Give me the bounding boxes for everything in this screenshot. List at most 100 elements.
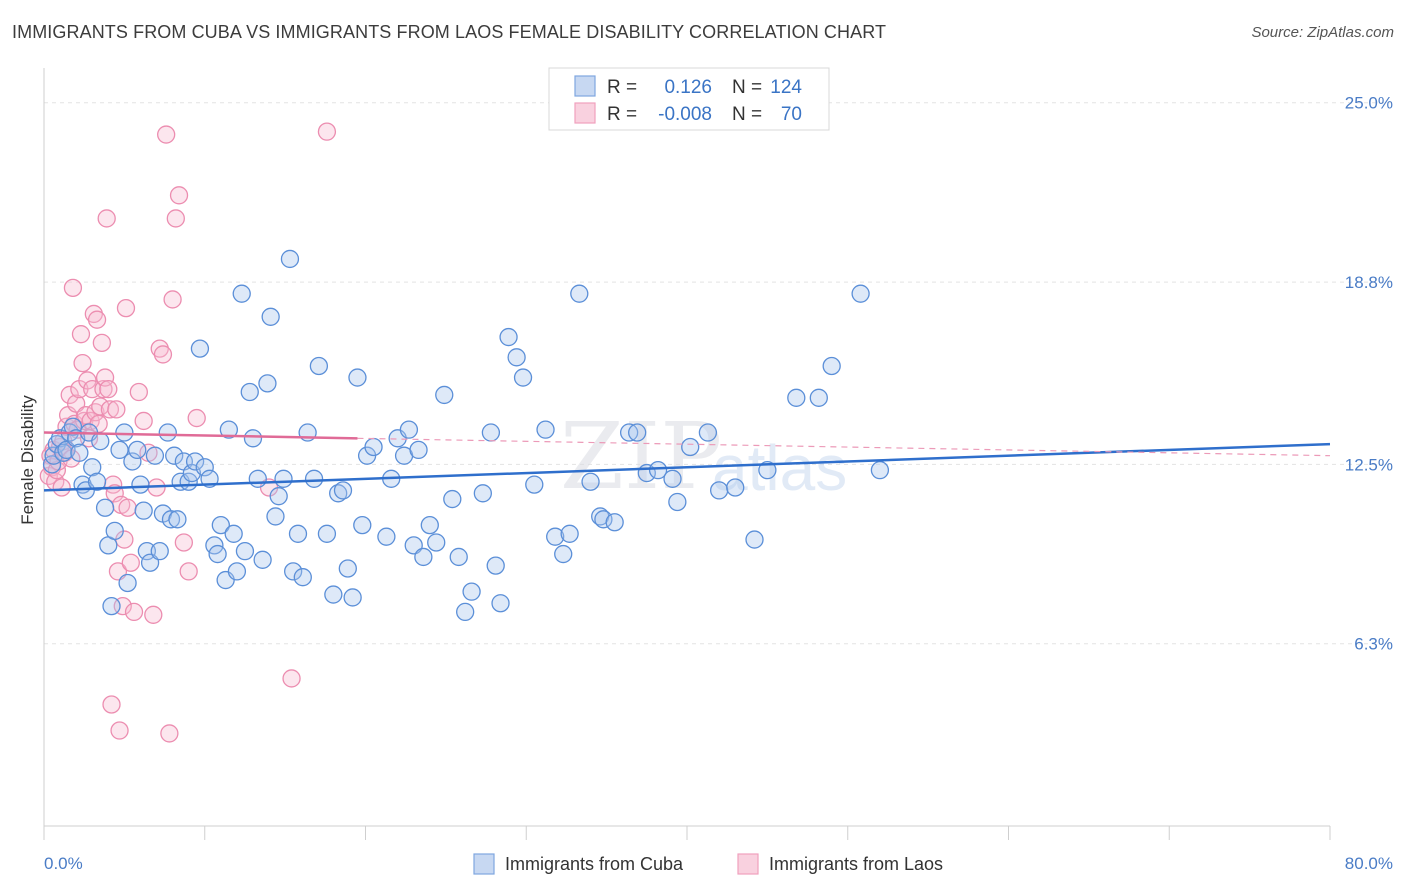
legend-r-value-laos: -0.008 <box>658 104 712 125</box>
point-cuba <box>304 469 324 488</box>
point-cuba <box>280 249 300 269</box>
point-cuba <box>128 440 147 460</box>
point-cuba <box>499 327 518 347</box>
point-cuba <box>83 458 102 477</box>
point-cuba <box>851 284 870 303</box>
point-cuba <box>261 307 280 326</box>
point-cuba <box>809 388 828 407</box>
point-laos <box>160 724 179 743</box>
point-cuba <box>628 423 647 442</box>
point-cuba <box>195 458 214 477</box>
point-cuba <box>554 544 573 564</box>
point-cuba <box>258 374 277 393</box>
point-cuba <box>668 492 687 512</box>
point-cuba <box>288 524 308 543</box>
point-laos <box>163 290 182 309</box>
point-cuba <box>269 487 288 506</box>
point-cuba <box>420 515 439 535</box>
point-cuba <box>87 472 107 491</box>
point-cuba <box>581 472 600 491</box>
point-cuba <box>134 501 153 520</box>
point-laos <box>144 605 163 624</box>
legend-n-label-laos: N = <box>732 104 762 125</box>
point-laos <box>157 125 176 144</box>
point-cuba <box>266 507 285 526</box>
trend-line-laos <box>43 431 358 440</box>
point-cuba <box>605 513 624 532</box>
series-cuba-points <box>42 249 890 622</box>
point-cuba <box>243 429 263 448</box>
point-cuba <box>870 460 890 480</box>
point-cuba <box>329 484 348 503</box>
point-cuba <box>491 594 510 613</box>
y-tick-label: 18.8% <box>1345 273 1393 292</box>
point-cuba <box>110 440 129 460</box>
x-tick-label: 0.0% <box>44 854 83 873</box>
point-cuba <box>427 533 446 552</box>
point-cuba <box>663 469 682 488</box>
point-cuba <box>456 602 475 622</box>
point-laos <box>52 478 71 497</box>
point-laos <box>63 278 83 298</box>
y-tick-label: 12.5% <box>1345 455 1393 474</box>
watermark: ZIP atlas <box>560 403 847 510</box>
point-cuba <box>54 443 73 462</box>
point-cuba <box>150 542 169 561</box>
point-cuba <box>333 481 353 500</box>
x-tick-label: 80.0% <box>1345 854 1393 873</box>
legend-r-label-laos: R = <box>607 104 637 125</box>
point-cuba <box>399 420 419 439</box>
point-cuba <box>123 452 142 471</box>
point-cuba <box>435 385 454 405</box>
point-cuba <box>227 562 247 581</box>
point-laos <box>107 400 126 419</box>
point-cuba <box>253 550 272 569</box>
point-cuba <box>473 484 492 503</box>
point-cuba <box>745 530 764 549</box>
point-cuba <box>536 420 555 439</box>
y-axis-label: Female Disability <box>18 395 37 525</box>
point-laos <box>84 304 103 324</box>
axes <box>43 68 1331 840</box>
point-cuba <box>274 469 293 488</box>
point-cuba <box>546 527 565 546</box>
point-laos <box>100 400 120 419</box>
point-cuba <box>377 527 396 546</box>
point-laos <box>87 310 107 329</box>
point-cuba <box>248 469 267 488</box>
point-laos <box>129 382 148 402</box>
point-laos <box>73 353 92 373</box>
point-cuba <box>570 284 589 303</box>
point-cuba <box>324 585 343 604</box>
legend-r-value-cuba: 0.126 <box>664 77 712 98</box>
point-laos <box>99 379 118 399</box>
point-cuba <box>95 498 115 517</box>
point-cuba <box>219 420 239 439</box>
point-cuba <box>240 382 259 402</box>
point-laos <box>95 368 115 387</box>
point-cuba <box>513 368 533 387</box>
point-cuba <box>594 510 613 529</box>
legend-n-label-cuba: N = <box>732 77 762 98</box>
point-cuba <box>105 521 124 541</box>
point-cuba <box>681 437 700 457</box>
point-cuba <box>726 478 745 497</box>
legend-r-label-cuba: R = <box>607 77 637 98</box>
point-laos <box>174 533 194 552</box>
point-cuba <box>145 446 165 465</box>
point-cuba <box>338 559 357 578</box>
legend-n-value-cuba: 124 <box>770 77 802 98</box>
point-cuba <box>462 582 481 601</box>
point-cuba <box>414 547 433 567</box>
point-cuba <box>284 562 303 581</box>
point-laos <box>150 339 169 358</box>
point-cuba <box>348 368 367 387</box>
point-cuba <box>710 481 729 500</box>
point-cuba <box>787 388 806 407</box>
point-cuba <box>115 423 134 442</box>
point-cuba <box>364 437 383 457</box>
point-cuba <box>507 348 526 367</box>
point-laos <box>116 298 136 318</box>
trend-lines <box>43 431 1331 492</box>
point-cuba <box>235 542 255 561</box>
